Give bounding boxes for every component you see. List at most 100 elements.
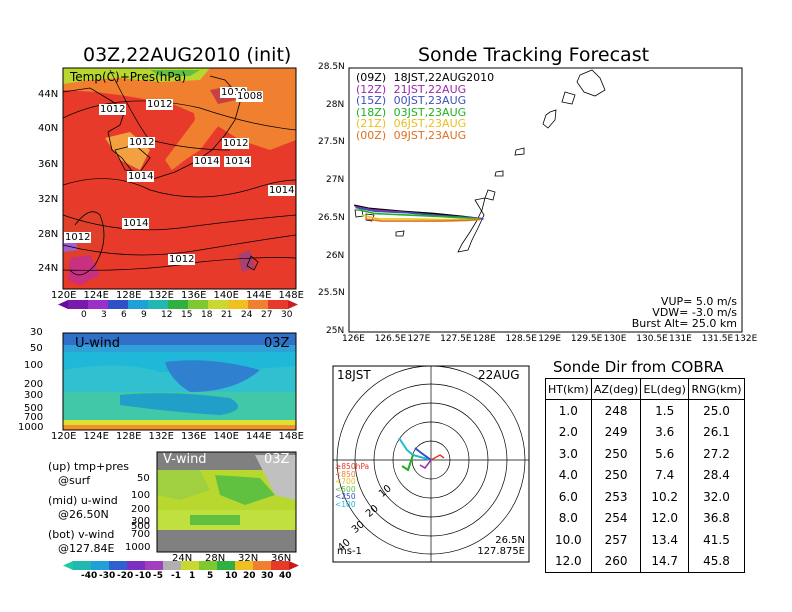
track-x-tick: 129E [538,334,562,344]
polar-plot [332,365,530,563]
legend-entry: (12Z) 21JST,22AUG [356,82,494,96]
legend-code: (00Z) [356,128,387,142]
track-x-tick: 129.5E [570,334,603,344]
note-mid: (mid) u-wind @26.50N [48,494,118,521]
table-cell: 260 [590,550,642,573]
legend-entry: (09Z) 18JST,22AUG2010 [356,72,494,84]
isobar-label: 1012 [64,232,92,243]
v-y-tick: 300 [131,516,151,527]
colorbar-tick: 6 [121,310,127,320]
cobra-title: Sonde Dir from COBRA [553,358,724,376]
table-row: 4.0 250 7.4 28.4 [545,464,745,486]
table-row: 12.0 260 14.7 45.8 [545,550,745,573]
table-cell: 12.0 [545,550,592,573]
table-row: 1.0 248 1.5 25.0 [545,399,745,422]
legend-time: 06JST,23AUG [390,117,467,130]
colorbar-tick: 12 [161,310,173,320]
table-cell: 7.4 [640,464,689,486]
table-row: 3.0 250 5.6 27.2 [545,443,745,465]
table-cell: 254 [590,507,642,529]
v-x-tick: 28N [205,553,226,564]
map-x-tick: 148E [278,290,304,301]
v-y-tick: 200 [131,504,151,515]
track-x-tick: 131E [669,334,692,344]
track-y-tick: 28N [326,99,345,110]
isobar-label: 1014 [127,171,155,182]
table-cell: 2.0 [545,421,592,443]
map-x-tick: 120E [51,290,77,301]
table-cell: 3.6 [640,421,689,443]
table-cell: 249 [590,421,642,443]
isobar-label: 1010 [220,87,248,98]
legend-time: 21JST,22AUG [390,82,467,96]
table-cell: 27.2 [688,443,745,465]
u-x-tick: 128E [116,431,142,442]
polar-units: ms-1 [337,546,362,557]
legend-code: (18Z) [356,105,387,119]
track-x-tick: 127E [407,334,431,344]
u-y-tick: 200 [24,379,44,390]
v-x-tick: 24N [172,553,193,564]
u-y-tick: 1000 [18,422,44,433]
u-wind-section [62,332,297,431]
map-y-tick: 36N [38,159,59,170]
table-cell: 32.0 [688,486,745,508]
colorbar-tick: 1 [189,571,196,581]
v-wind-time: 03Z [264,452,290,467]
table-cell: 10.2 [640,486,689,508]
main-title: Sonde Tracking Forecast [418,44,650,66]
isobar-label: 1012 [146,99,174,110]
track-y-tick: 27N [326,175,345,186]
isobar-label: 1014 [268,185,296,196]
track-x-tick: 126.5E [374,334,407,344]
colorbar-tick: -1 [171,571,181,581]
tracking-map [348,67,743,333]
track-y-tick: 25.5N [318,288,345,299]
table-row: 2.0 249 3.6 26.1 [545,421,745,443]
level-entry: <500 [335,484,356,494]
table-cell: 8.0 [545,507,592,529]
colorbar-tick: -20 [117,571,134,581]
v-wind-section [156,451,297,553]
map-y-tick: 28N [38,229,59,240]
colorbar-tick: 15 [181,310,193,320]
u-y-tick: 30 [30,327,43,338]
map-x-tick: 136E [181,290,207,301]
map-y-tick: 44N [38,89,59,100]
colorbar-tick: 27 [261,310,273,320]
colorbar-tick: 24 [241,310,253,320]
legend-time: 00JST,23AUG [390,94,467,107]
legend-entry: (18Z) 03JST,23AUG [356,105,494,119]
table-cell: 3.0 [545,443,592,465]
isobar-label: 1012 [222,138,250,149]
wind-colorbar [63,561,299,570]
track-x-tick: 130.5E [636,334,668,344]
legend-entry: (21Z) 06JST,23AUG [356,118,494,130]
track-x-tick: 132E [734,334,758,344]
u-x-tick: 120E [51,431,77,442]
track-x-tick: 131.5E [701,334,734,344]
map-x-tick: 140E [213,290,239,301]
u-wind-time: 03Z [264,336,290,351]
table-cell: 6.0 [545,486,592,508]
sonde-params: VUP= 5.0 m/s VDW= -3.0 m/s Burst Alt= 25… [631,295,737,330]
u-y-tick: 500 [24,403,44,414]
temperature-colorbar [58,300,298,309]
table-cell: 12.0 [640,507,689,529]
colorbar-tick: -5 [153,571,163,581]
legend-entry: (15Z) 00JST,23AUG [356,95,494,107]
legend-code: (15Z) [356,94,387,107]
legend-time: 18JST,22AUG2010 [390,71,495,84]
colorbar-tick: 10 [225,571,238,581]
note-bot: (bot) v-wind @127.84E [48,528,115,555]
table-cell: 253 [590,486,642,508]
track-x-tick: 128.5E [505,334,537,344]
colorbar-tick: 9 [141,310,147,320]
legend-time: 03JST,23AUG [390,105,467,119]
colorbar-tick: -10 [135,571,152,581]
v-x-tick: 36N [271,553,292,564]
colorbar-tick: 20 [243,571,256,581]
track-x-tick: 126E [342,334,365,344]
level-entry: <850 [335,469,356,479]
v-y-tick: 100 [131,490,151,501]
